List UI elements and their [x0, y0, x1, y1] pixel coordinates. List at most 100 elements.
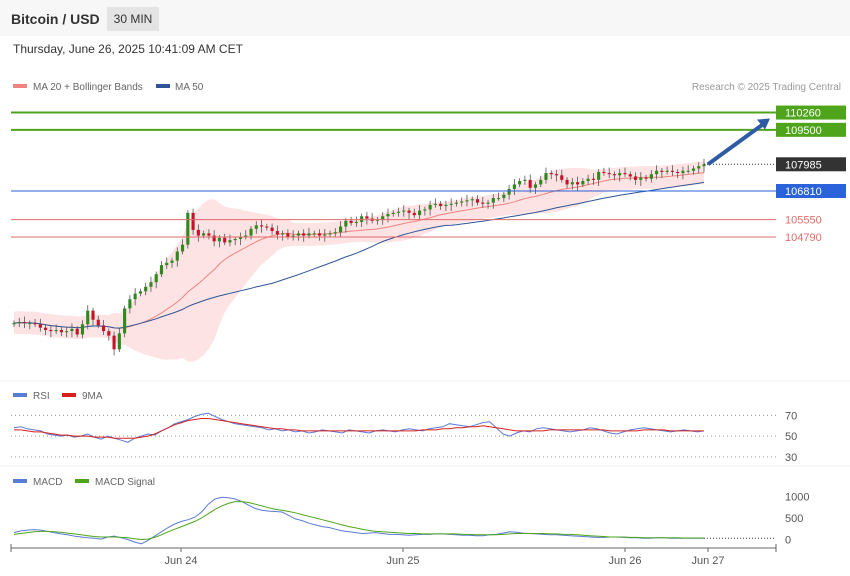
candle-body [317, 233, 322, 236]
candle-body [423, 209, 427, 211]
candle-body [91, 310, 95, 320]
candle-body [465, 200, 469, 202]
candle-body [12, 323, 16, 325]
candle-body [217, 237, 221, 242]
candle-body [539, 179, 543, 185]
candle-body [323, 234, 327, 236]
candle-body [518, 181, 522, 185]
candle-body [607, 173, 611, 175]
candle-body [649, 174, 653, 179]
candle-body [576, 182, 580, 185]
candle-body [439, 203, 443, 207]
macd-tick-label: 0 [785, 535, 791, 547]
macd-line [13, 496, 704, 545]
rsi-tick-label: 70 [785, 410, 797, 422]
macd-legend-label: MACD [33, 477, 62, 488]
candle-body [170, 260, 174, 263]
candle-body [286, 233, 290, 237]
candle-body [254, 225, 258, 229]
price-panel: 110260 109500 107985 106810 105550 104790 [11, 105, 846, 362]
candle-body [523, 179, 527, 182]
candle-body [586, 178, 590, 182]
candle-body [660, 170, 664, 172]
candle-body [639, 177, 643, 180]
candle-body [186, 212, 190, 245]
candle-body [154, 274, 158, 283]
candle-body [233, 239, 237, 241]
rsi-legend-label: RSI [33, 391, 50, 402]
candle-body [270, 227, 274, 232]
candle-body [65, 331, 69, 333]
candle-body [123, 308, 127, 334]
candle-body [691, 168, 696, 171]
candle-body [333, 232, 337, 234]
macd-signal-legend-swatch [75, 479, 89, 483]
interval-badge[interactable] [107, 7, 159, 31]
candle-body [59, 329, 63, 333]
current-price-label: 107985 [785, 159, 822, 171]
candle-body [22, 322, 27, 324]
candle-body [433, 203, 437, 205]
candle-body [17, 322, 21, 324]
candle-body [28, 323, 32, 325]
candle-body [180, 244, 185, 252]
rsi-legend-swatch [13, 393, 27, 397]
candle-body [138, 291, 142, 294]
candle-body [375, 219, 380, 221]
candle-body [428, 204, 432, 210]
candle-body [312, 233, 316, 235]
candle-body [244, 235, 248, 237]
resistance-label: 110260 [785, 108, 821, 120]
candle-body [196, 229, 200, 236]
candle-body [302, 233, 306, 236]
rsi-ma-legend-swatch [62, 393, 76, 397]
candle-body [86, 310, 90, 325]
candle-body [112, 335, 116, 350]
candle-body [560, 175, 564, 180]
candle-body [159, 265, 164, 275]
interval-label: 30 MIN [114, 12, 153, 26]
candle-body [101, 325, 106, 332]
candle-body [38, 324, 42, 328]
candle-body [296, 233, 300, 236]
candle-body [202, 233, 206, 236]
candle-body [507, 188, 511, 195]
candle-body [681, 170, 685, 174]
macd-legend-swatch [13, 479, 27, 483]
candle-body [228, 240, 232, 243]
bollinger-band [14, 161, 704, 362]
candle-body [697, 166, 701, 169]
ma50-line [13, 181, 705, 329]
candle-body [191, 212, 195, 230]
macd-tick-label: 500 [785, 513, 803, 525]
candle-body [128, 299, 132, 309]
candle-body [238, 236, 243, 239]
candle-body [670, 170, 674, 172]
rsi-panel: 70 50 30 [11, 410, 797, 464]
candle-body [686, 170, 690, 172]
candle-body [491, 198, 495, 203]
candle-body [644, 177, 648, 179]
candle-body [402, 210, 406, 212]
candle-body [396, 211, 401, 213]
forecast-arrow-head [757, 118, 770, 130]
ma20-legend-label: MA 20 + Bollinger Bands [33, 82, 143, 93]
current-price-tag [776, 157, 846, 172]
candle-body [328, 233, 332, 235]
macd-signal-legend-label: MACD Signal [95, 477, 155, 488]
candle-body [165, 262, 169, 266]
candle-body [249, 228, 253, 236]
candle-body [581, 181, 585, 185]
candle-body [386, 213, 390, 217]
rsi-tick-label: 50 [785, 431, 797, 443]
candle-body [597, 171, 601, 180]
candle-body [281, 233, 285, 235]
candle-body [207, 233, 211, 236]
candle-body [702, 164, 706, 167]
resistance-label: 109500 [785, 125, 822, 137]
candle-body [665, 170, 669, 172]
rsi-ma-line [14, 418, 704, 439]
candle-body [133, 293, 137, 300]
candle-body [497, 198, 501, 200]
